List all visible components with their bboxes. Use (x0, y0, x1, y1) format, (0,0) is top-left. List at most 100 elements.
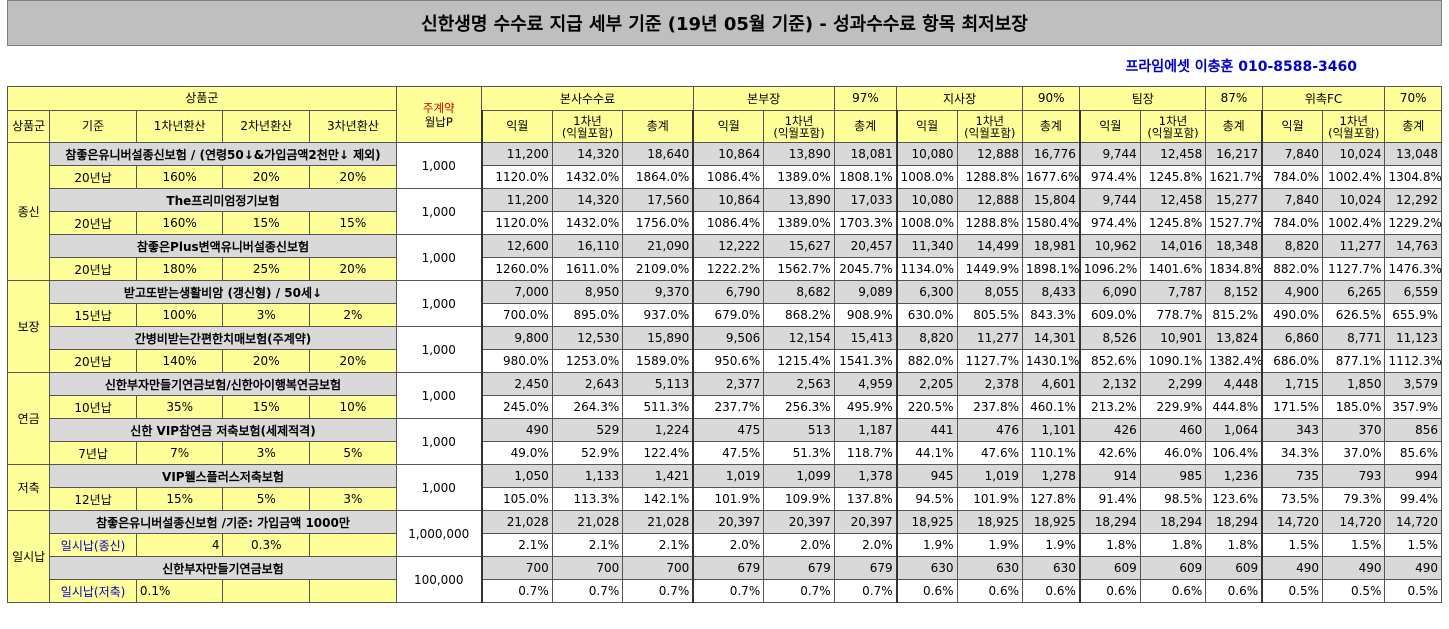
subheader-teamjang-first-year: 1차년 (익월포함) (1139, 110, 1207, 143)
commission-value: 5,113 (622, 372, 694, 396)
commission-value: 11,277 (956, 326, 1024, 350)
monthly-premium: 1,000 (395, 464, 483, 511)
commission-percent: 1222.2% (692, 257, 765, 281)
commission-value: 12,222 (692, 234, 765, 258)
page-title: 신한생명 수수료 지급 세부 기준 (19년 05월 기준) - 성과수수료 항… (7, 0, 1442, 46)
commission-value: 490 (1384, 556, 1442, 580)
commission-percent: 52.9% (551, 441, 624, 465)
commission-value: 1,133 (551, 464, 624, 488)
commission-value: 13,824 (1205, 326, 1263, 350)
commission-value: 2,563 (763, 372, 835, 396)
commission-percent: 0.6% (895, 579, 958, 603)
monthly-premium: 1,000 (395, 326, 483, 373)
commission-percent: 49.0% (480, 441, 553, 465)
cell-basis: 일시납(저축) (49, 579, 137, 603)
commission-percent: 94.5% (895, 487, 958, 511)
commission-percent: 1389.0% (763, 211, 835, 235)
commission-percent: 91.4% (1078, 487, 1141, 511)
cell-y2: 20% (222, 349, 311, 373)
commission-value: 20,397 (692, 510, 765, 534)
monthly-premium: 100,000 (395, 556, 483, 603)
commission-value: 11,200 (480, 188, 553, 212)
subheader-bonbujang-ikwol: 익월 (692, 110, 765, 143)
commission-percent: 1086.4% (692, 211, 765, 235)
commission-value: 21,028 (480, 510, 553, 534)
commission-percent: 805.5% (956, 303, 1024, 327)
table-row: 신한부자만들기연금보험 100,000 700 700 700 679 679 679 630 6… (8, 556, 1442, 603)
commission-value: 15,277 (1205, 188, 1263, 212)
commission-percent: 0.6% (1205, 579, 1263, 603)
commission-value: 1,019 (956, 464, 1024, 488)
commission-percent: 882.0% (895, 349, 958, 373)
commission-value: 426 (1078, 418, 1141, 442)
group-label: 일시납 (6, 510, 51, 603)
commission-percent: 1002.4% (1322, 211, 1386, 235)
subheader-jisajang-first-year: 1차년 (익월포함) (956, 110, 1024, 143)
commission-value: 9,744 (1078, 142, 1141, 166)
subheader-bonbujang-first-year: 1차년 (익월포함) (763, 110, 835, 143)
commission-percent: 0.7% (551, 579, 624, 603)
commission-value: 2,450 (480, 372, 553, 396)
commission-value: 679 (692, 556, 765, 580)
subheader-jisajang-total: 총계 (1021, 110, 1081, 143)
commission-value: 609 (1139, 556, 1207, 580)
commission-percent: 110.1% (1021, 441, 1081, 465)
commission-percent: 142.1% (622, 487, 694, 511)
cell-y3 (309, 533, 397, 557)
cell-basis: 20년납 (49, 211, 137, 235)
commission-value: 9,744 (1078, 188, 1141, 212)
commission-percent: 1476.3% (1384, 257, 1442, 281)
commission-value: 14,720 (1322, 510, 1386, 534)
commission-value: 4,601 (1021, 372, 1081, 396)
product-name: 참좋은유니버설종신보험 /기준: 가입금액 1000만 (49, 510, 397, 534)
cell-y1: 35% (135, 395, 224, 419)
commission-percent: 1527.7% (1205, 211, 1263, 235)
cell-y1: 0.1% (135, 579, 224, 603)
commission-percent: 0.7% (480, 579, 553, 603)
commission-value: 2,377 (692, 372, 765, 396)
commission-percent: 1.9% (895, 533, 958, 557)
product-name: 신한 VIP참연금 저축보험(세제적격) (49, 418, 397, 442)
commission-percent: 1.8% (1139, 533, 1207, 557)
commission-percent: 784.0% (1261, 165, 1324, 189)
commission-percent: 106.4% (1205, 441, 1263, 465)
header-main-contract-label: 주계약 (422, 100, 455, 115)
header-wichuk: 위촉FC (1261, 86, 1386, 111)
commission-value: 18,925 (895, 510, 958, 534)
commission-value: 16,110 (551, 234, 624, 258)
commission-percent: 626.5% (1322, 303, 1386, 327)
commission-percent: 1112.3% (1384, 349, 1442, 373)
commission-percent: 47.6% (956, 441, 1024, 465)
commission-value: 13,890 (763, 188, 835, 212)
commission-percent: 2.1% (551, 533, 624, 557)
commission-percent: 2.0% (692, 533, 765, 557)
commission-value: 630 (956, 556, 1024, 580)
commission-value: 343 (1261, 418, 1324, 442)
commission-percent: 1.9% (1021, 533, 1081, 557)
commission-percent: 1288.8% (956, 165, 1024, 189)
commission-value: 3,579 (1384, 372, 1442, 396)
commission-value: 12,600 (480, 234, 553, 258)
commission-value: 460 (1139, 418, 1207, 442)
commission-value: 6,090 (1078, 280, 1141, 304)
commission-percent: 1260.0% (480, 257, 553, 281)
commission-percent: 980.0% (480, 349, 553, 373)
commission-percent: 1288.8% (956, 211, 1024, 235)
commission-percent: 51.3% (763, 441, 835, 465)
commission-percent: 0.5% (1384, 579, 1442, 603)
commission-percent: 937.0% (622, 303, 694, 327)
monthly-premium: 1,000 (395, 142, 483, 189)
product-name: 참좋은Plus변액유니버설종신보험 (49, 234, 397, 258)
commission-percent: 1834.8% (1205, 257, 1263, 281)
commission-percent: 0.6% (956, 579, 1024, 603)
commission-value: 7,000 (480, 280, 553, 304)
commission-percent: 237.7% (692, 395, 765, 419)
commission-value: 630 (895, 556, 958, 580)
table-row: 연금 신한부자만들기연금보험/신한아이행복연금보험 1,000 2,450 2,643 5… (6, 372, 1442, 465)
commission-value: 11,200 (480, 142, 553, 166)
commission-value: 735 (1261, 464, 1324, 488)
commission-percent: 101.9% (956, 487, 1024, 511)
commission-percent: 0.7% (622, 579, 694, 603)
commission-value: 475 (692, 418, 765, 442)
cell-basis: 20년납 (49, 165, 137, 189)
